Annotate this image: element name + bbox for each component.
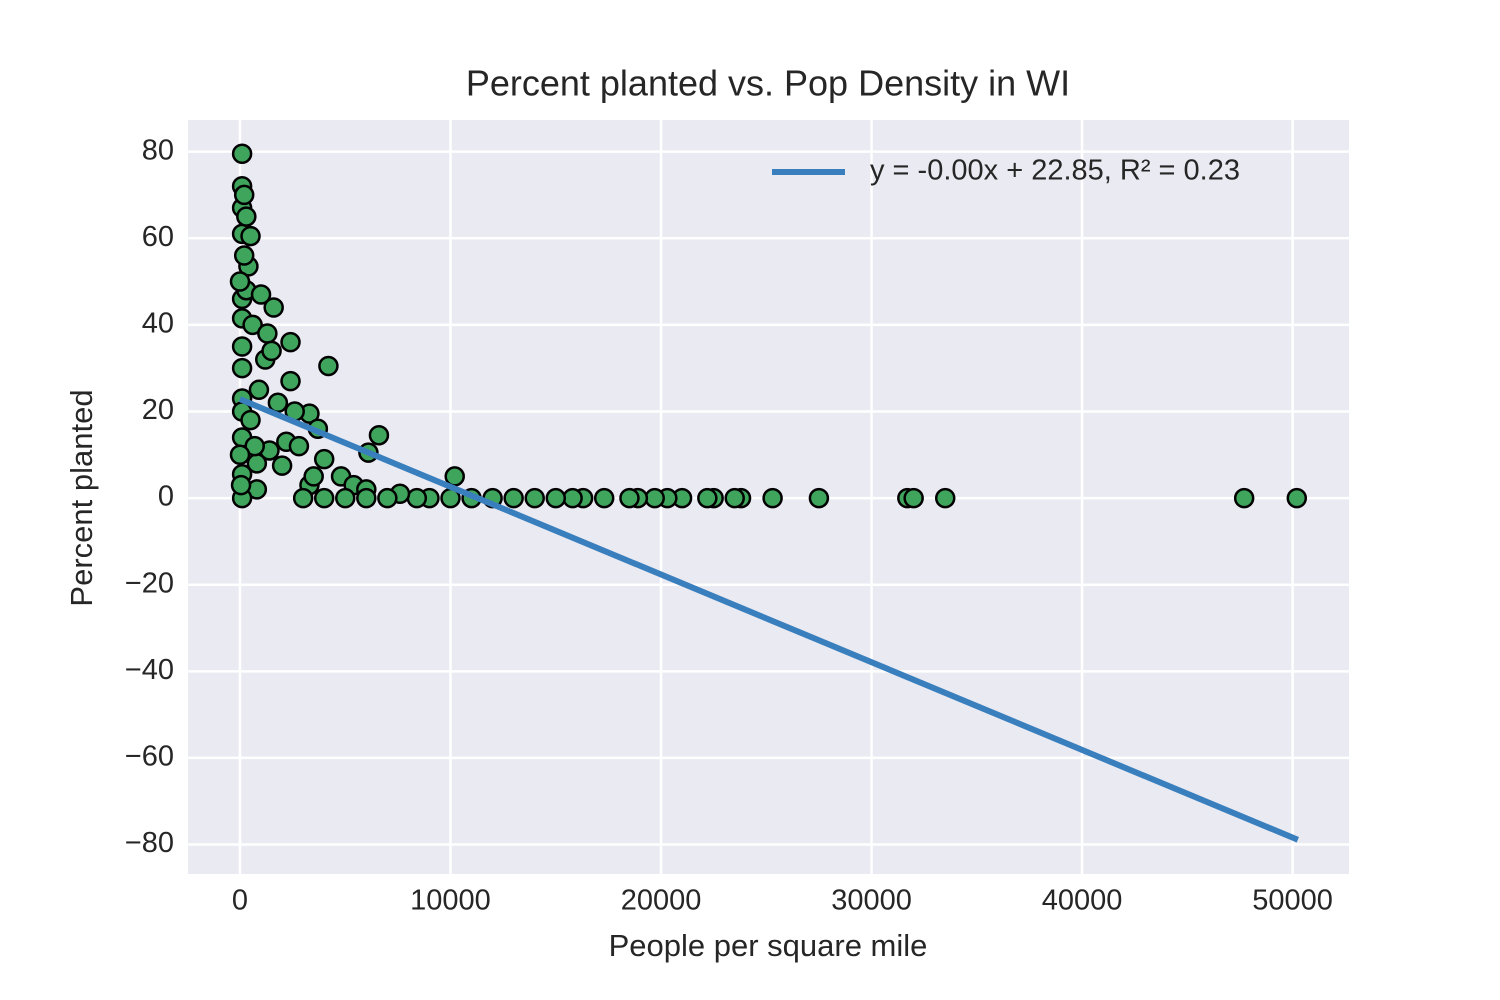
scatter-point [231,336,253,357]
scatter-point [229,271,251,292]
scatter-point [233,245,255,266]
scatter-point [303,466,324,487]
scatter-point [524,487,545,509]
scatter-point [313,448,335,470]
y-tick-label: −40 [125,654,174,686]
scatter-point [934,487,956,509]
scatter-point [313,487,335,509]
scatter-point [697,487,718,509]
scatter-point [368,425,390,446]
scatter-point [808,487,830,509]
y-tick-label: 0 [158,481,174,513]
y-axis-label: Percent planted [64,389,99,606]
scatter-point [292,487,314,509]
scatter-point [231,357,253,379]
scatter-point [242,314,263,336]
x-tick-label: 50000 [1252,885,1333,917]
scatter-point [288,435,310,457]
scatter-point [280,370,301,392]
scatter-point [644,487,665,509]
x-axis-label: People per square mile [609,928,928,963]
scatter-point [545,487,567,509]
scatter-point [619,487,640,509]
scatter-point [503,487,524,509]
scatter-point [1286,487,1308,509]
y-tick-label: −60 [125,741,174,773]
scatter-point [762,487,783,509]
y-tick-label: 40 [142,308,174,340]
scatter-point [318,355,339,377]
scatter-point [233,184,255,206]
scatter-point [240,409,261,431]
scatter-point [271,455,293,476]
scatter-point [335,487,356,509]
scatter-point [280,331,301,353]
scatter-point [257,323,278,344]
scatter-point [377,487,398,509]
y-tick-label: −80 [125,827,174,859]
y-tick-label: 20 [142,394,174,426]
scatter-point [1233,487,1255,509]
scatter-point [229,444,251,466]
scatter-point [248,379,270,401]
x-tick-label: 20000 [621,885,702,917]
y-tick-label: −20 [125,567,174,599]
scatter-point [261,340,282,362]
scatter-point [240,225,261,247]
y-tick-label: 60 [142,221,174,253]
y-tick-label: 80 [142,134,174,166]
legend-label: y = -0.00x + 22.85, R² = 0.23 [870,155,1240,187]
scatter-point [562,487,583,509]
scatter-point [250,284,272,305]
scatter-point [903,487,924,509]
scatter-point [593,487,615,509]
regression-line [238,396,1299,843]
x-tick-label: 10000 [410,885,491,917]
scatter-point [230,474,252,496]
scatter-point [406,487,428,509]
scatter-point [724,487,745,509]
scatter-point [231,143,253,165]
scatter-point [356,487,377,509]
scatter-point [263,297,284,318]
scatter-point [236,206,257,227]
chart-title: Percent planted vs. Pop Density in WI [466,63,1070,104]
x-tick-label: 0 [232,885,248,917]
x-tick-label: 40000 [1042,885,1123,917]
x-tick-label: 30000 [831,885,912,917]
scatter-point [244,435,265,457]
